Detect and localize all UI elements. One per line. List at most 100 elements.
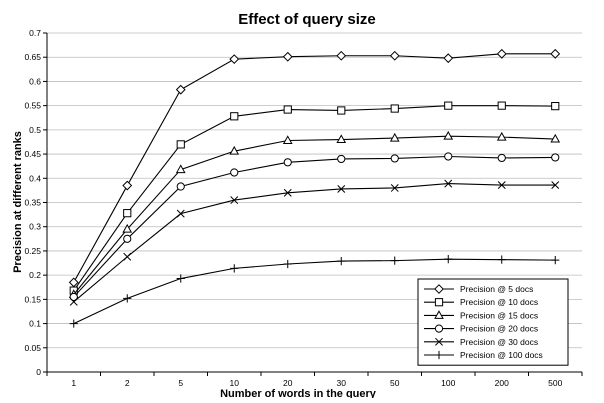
data-point (496, 131, 507, 141)
data-point (551, 153, 560, 162)
series-line (73, 258, 556, 325)
data-point (283, 259, 292, 269)
x-tick-label: 10 (230, 378, 240, 388)
data-point (337, 184, 346, 193)
data-point (123, 252, 132, 261)
data-point (69, 297, 78, 306)
legend-marker (434, 350, 444, 360)
data-point (229, 54, 240, 65)
x-tick-label: 200 (495, 378, 509, 388)
data-point (497, 101, 506, 110)
legend-marker (434, 310, 444, 319)
legend-item: Precision @ 30 docs (424, 337, 538, 347)
y-tick-label: 0.35 (24, 198, 41, 208)
data-point (390, 256, 399, 265)
data-point (123, 294, 132, 303)
series-plus (69, 255, 560, 328)
y-tick-label: 0.5 (29, 125, 41, 135)
gridlines (47, 32, 582, 349)
data-point (123, 234, 132, 243)
legend-item: Precision @ 5 docs (424, 284, 533, 294)
x-tick-label: 5 (178, 378, 183, 388)
x-tick-label: 100 (441, 378, 455, 388)
data-point (282, 135, 293, 145)
legend-label: Precision @ 15 docs (460, 310, 538, 320)
data-point (497, 181, 506, 190)
legend-marker (434, 284, 444, 294)
data-point (389, 50, 400, 61)
data-point (337, 106, 346, 115)
x-tick-label: 30 (337, 378, 347, 388)
y-tick-label: 0.65 (24, 52, 41, 62)
x-tick-label: 50 (390, 378, 400, 388)
legend: Precision @ 5 docs Precision @ 10 docs Pre… (417, 278, 569, 366)
x-tick-label: 500 (548, 378, 562, 388)
data-point (283, 105, 292, 114)
data-point (551, 181, 560, 190)
data-series (68, 48, 561, 328)
data-point (175, 164, 186, 174)
y-axis-label: Precision at different ranks (12, 131, 24, 273)
series-line (73, 135, 556, 295)
data-point (176, 182, 185, 191)
series-square (69, 101, 560, 295)
series-circle (69, 152, 560, 302)
data-point (497, 255, 506, 264)
y-tick-label: 0.45 (24, 149, 41, 159)
data-point (122, 223, 133, 233)
legend-label: Precision @ 100 docs (460, 350, 543, 360)
legend-marker (434, 298, 444, 307)
y-tick-label: 0.25 (24, 246, 41, 256)
y-tick-label: 0.6 (29, 76, 41, 86)
legend-item: Precision @ 100 docs (424, 350, 543, 360)
data-point (390, 104, 399, 113)
legend-box (417, 278, 569, 366)
data-point (444, 179, 453, 188)
series-diamond (68, 48, 561, 288)
x-axis-label: Number of words in the query (220, 388, 377, 398)
data-point (389, 132, 400, 142)
chart-title: Effect of query size (238, 11, 376, 28)
data-point (283, 188, 292, 197)
data-point (550, 48, 561, 59)
data-point (176, 140, 185, 149)
data-point (283, 158, 292, 167)
y-tick-label: 0.05 (24, 343, 41, 353)
data-point (230, 196, 239, 205)
series-x (69, 179, 560, 306)
data-point (336, 50, 347, 61)
data-point (282, 51, 293, 62)
y-tick-labels: 0 0.05 0.1 0.15 0.2 0.25 0.3 0.35 0.4 0.45 0.5 0.55… (24, 28, 41, 377)
series-line (73, 155, 556, 298)
y-tick-label: 0.7 (29, 28, 41, 38)
data-point (337, 154, 346, 164)
data-point (69, 319, 78, 328)
data-point (123, 209, 132, 218)
data-point (230, 112, 239, 121)
series-line (73, 105, 556, 291)
data-point (390, 154, 399, 163)
data-point (551, 102, 560, 111)
y-tick-label: 0.15 (24, 294, 41, 304)
x-tick-labels: 1 2 5 10 20 30 50 100 200 500 (71, 378, 562, 388)
data-point (444, 152, 453, 161)
data-point (496, 48, 507, 59)
data-point (176, 274, 185, 283)
x-tick-label: 1 (71, 378, 76, 388)
y-tick-label: 0.1 (29, 319, 41, 329)
y-tick-label: 0.3 (29, 222, 41, 232)
legend-label: Precision @ 20 docs (460, 324, 538, 334)
data-point (444, 101, 453, 110)
data-point (230, 264, 239, 273)
data-point (122, 180, 133, 191)
axes (43, 32, 583, 376)
data-point (176, 209, 185, 218)
y-tick-label: 0.4 (29, 173, 41, 183)
legend-label: Precision @ 5 docs (460, 284, 533, 294)
y-tick-label: 0 (36, 367, 41, 377)
series-line (73, 183, 556, 303)
legend-marker (434, 324, 444, 333)
x-tick-label: 20 (283, 378, 293, 388)
data-point (69, 292, 78, 302)
